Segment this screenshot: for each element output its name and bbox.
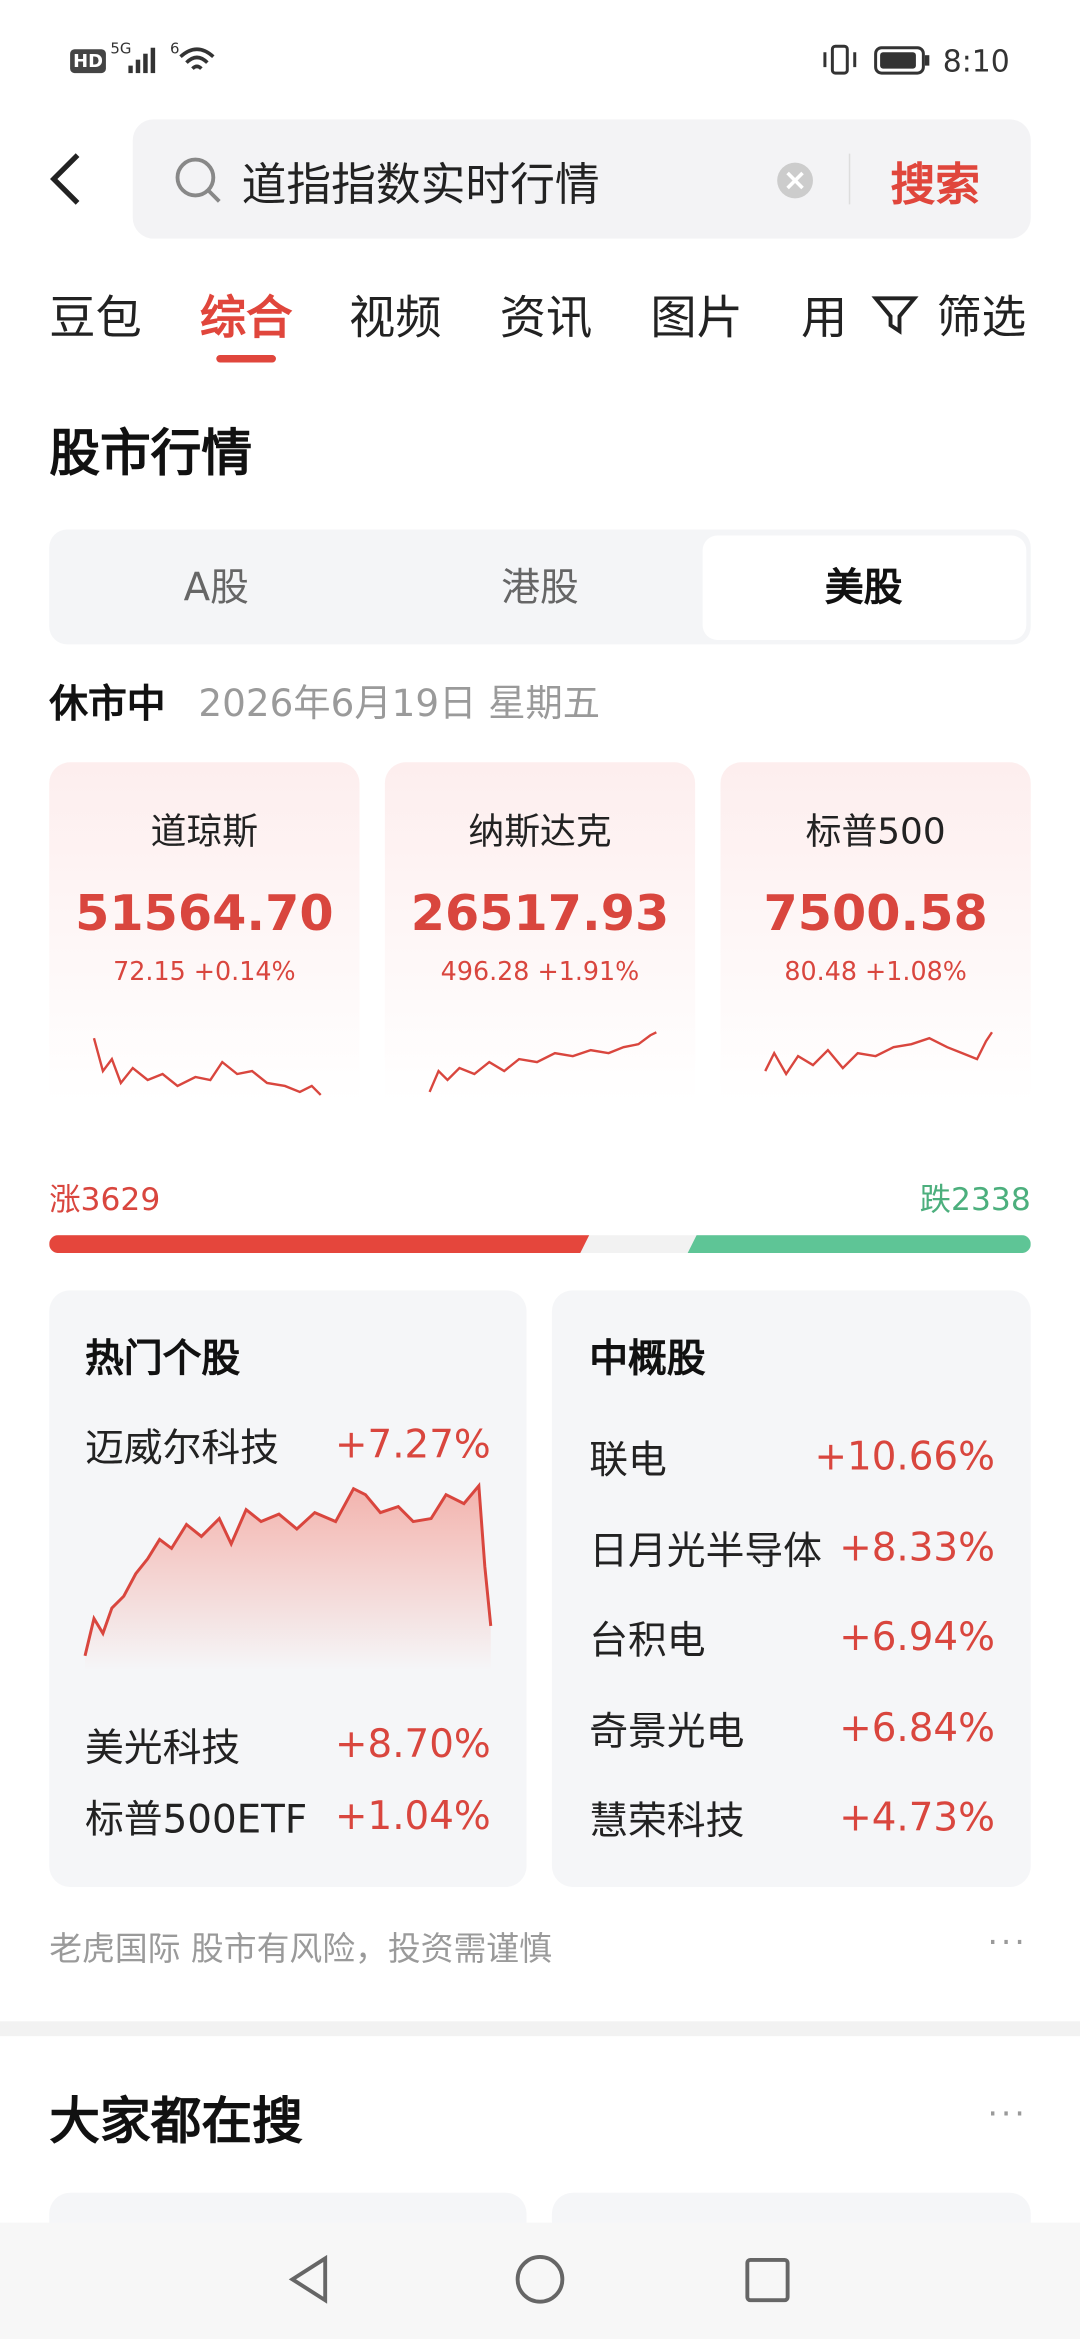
segment-tab[interactable]: 美股 xyxy=(824,566,903,611)
more-button[interactable]: ··· xyxy=(987,1925,1028,1963)
index-value: 26517.93 xyxy=(410,883,670,943)
rise-count: 涨3629 xyxy=(49,1181,161,1218)
section-separator xyxy=(0,2021,1080,2037)
back-button[interactable] xyxy=(45,149,90,209)
panel-title: 中概股 xyxy=(589,1337,706,1383)
index-name: 道琼斯 xyxy=(150,810,259,853)
fall-count: 跌2338 xyxy=(919,1181,1031,1218)
stock-sparkline xyxy=(83,1481,493,1671)
divider xyxy=(848,153,851,205)
disclaimer: 老虎国际 股市有风险，投资需谨慎 xyxy=(49,1931,552,1970)
wifi-icon xyxy=(179,47,215,70)
search-box[interactable] xyxy=(132,119,1031,239)
index-value: 7500.58 xyxy=(763,883,988,943)
search-icon xyxy=(175,157,221,203)
index-sparkline xyxy=(92,1037,322,1096)
more-button[interactable]: ··· xyxy=(987,2096,1028,2134)
stock-change: +6.94% xyxy=(839,1615,995,1661)
stock-change: +7.27% xyxy=(335,1423,491,1468)
stock-name: 迈威尔科技 xyxy=(85,1426,279,1472)
section-title: 大家都在搜 xyxy=(49,2092,303,2152)
tab[interactable]: 豆包 xyxy=(49,291,142,346)
nav-back[interactable] xyxy=(283,2252,337,2306)
nav-home[interactable] xyxy=(513,2252,567,2306)
network-label: 5G xyxy=(110,41,132,59)
panel-title: 热门个股 xyxy=(85,1337,241,1383)
stock-change: +8.33% xyxy=(839,1525,995,1571)
section-title: 股市行情 xyxy=(49,424,253,485)
stock-name[interactable]: 日月光半导体 xyxy=(589,1528,822,1574)
stock-change: +4.73% xyxy=(839,1796,995,1841)
index-name: 纳斯达克 xyxy=(468,810,612,853)
nav-recents[interactable] xyxy=(743,2255,794,2306)
vibrate-battery-icons xyxy=(823,44,930,75)
stock-change: +6.84% xyxy=(839,1705,995,1751)
sparkline-path xyxy=(92,1037,322,1096)
segment-selected xyxy=(702,535,1027,640)
stock-name[interactable]: 美光科技 xyxy=(85,1726,241,1772)
hd-icon: HD xyxy=(70,49,106,74)
stock-name[interactable]: 联电 xyxy=(589,1438,667,1484)
index-change: 80.48 +1.08% xyxy=(784,957,967,988)
stock-change: +1.04% xyxy=(335,1794,491,1840)
stock-name[interactable]: 慧荣科技 xyxy=(589,1799,745,1845)
index-name: 标普500 xyxy=(805,810,946,853)
stock-name[interactable]: 奇景光电 xyxy=(589,1709,745,1755)
sparkline-path xyxy=(764,1031,993,1077)
tab-underline xyxy=(216,355,276,363)
nav-bar xyxy=(0,2222,1080,2339)
filter-label[interactable]: 筛选 xyxy=(936,292,1027,345)
clock: 8:10 xyxy=(942,43,1010,80)
index-sparkline xyxy=(428,1031,657,1093)
tab[interactable]: 图片 xyxy=(650,291,743,346)
index-change: 496.28 +1.91% xyxy=(440,957,640,988)
signal-icon xyxy=(128,47,156,74)
segment-tab[interactable]: 港股 xyxy=(501,566,579,611)
stock-name[interactable]: 标普500ETF xyxy=(85,1798,308,1843)
search-query[interactable]: 道指指数实时行情 xyxy=(241,159,600,212)
index-card[interactable] xyxy=(720,762,1031,1121)
index-value: 51564.70 xyxy=(75,883,334,943)
clear-button[interactable] xyxy=(776,161,815,200)
tab[interactable]: 资讯 xyxy=(499,291,593,346)
sparkline-path xyxy=(428,1031,657,1093)
tab[interactable]: 用 xyxy=(801,291,846,346)
stock-change: +10.66% xyxy=(814,1435,995,1480)
market-date: 2026年6月19日 星期五 xyxy=(198,681,601,725)
wifi-label: 6 xyxy=(170,41,180,59)
index-sparkline xyxy=(764,1031,993,1077)
stock-change: +8.70% xyxy=(335,1722,491,1768)
tab[interactable]: 综合 xyxy=(199,291,293,346)
index-change: 72.15 +0.14% xyxy=(113,957,296,988)
filter-icon[interactable] xyxy=(871,292,919,337)
market-status: 休市中 xyxy=(49,682,166,728)
segment-tab[interactable]: A股 xyxy=(183,566,249,611)
tab[interactable]: 视频 xyxy=(349,291,442,346)
china-panel[interactable] xyxy=(551,1290,1031,1888)
stock-name[interactable]: 台积电 xyxy=(589,1619,706,1664)
search-button[interactable]: 搜索 xyxy=(890,159,981,212)
breadth-bar xyxy=(49,1235,1031,1254)
